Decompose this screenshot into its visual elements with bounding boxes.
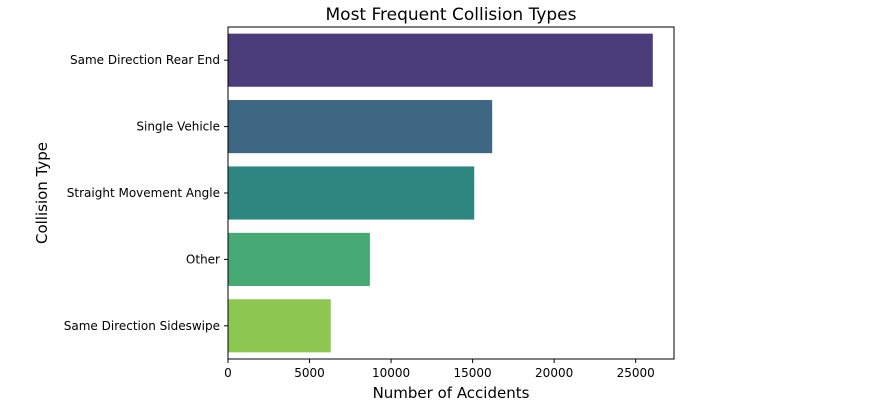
x-tick-label: 10000 xyxy=(372,366,410,380)
x-axis-label: Number of Accidents xyxy=(373,384,530,402)
bar-single-vehicle xyxy=(228,100,493,154)
y-tick-label: Single Vehicle xyxy=(136,120,220,134)
chart-title: Most Frequent Collision Types xyxy=(326,5,577,25)
y-tick-label: Other xyxy=(186,252,220,266)
plot-frame xyxy=(227,26,675,360)
bar-straight-movement-angle xyxy=(228,166,475,220)
bar-other xyxy=(228,232,370,286)
y-tick-label: Straight Movement Angle xyxy=(67,186,220,200)
x-tick-label: 5000 xyxy=(294,366,325,380)
bars-group xyxy=(228,33,653,353)
x-tick-label: 20000 xyxy=(535,366,573,380)
y-tick-label: Same Direction Rear End xyxy=(70,53,220,67)
x-tick-label: 25000 xyxy=(617,366,655,380)
x-tick-label: 0 xyxy=(224,366,232,380)
y-axis-label: Collision Type xyxy=(33,142,51,244)
bar-same-direction-rear-end xyxy=(228,33,653,87)
y-tick-label: Same Direction Sideswipe xyxy=(64,319,220,333)
x-tick-label: 15000 xyxy=(454,366,492,380)
bar-same-direction-sideswipe xyxy=(228,299,331,353)
y-ticks-group: Same Direction Rear End Single Vehicle Str… xyxy=(64,53,228,333)
x-ticks-group: 0 5000 10000 15000 20000 25000 xyxy=(224,359,655,380)
